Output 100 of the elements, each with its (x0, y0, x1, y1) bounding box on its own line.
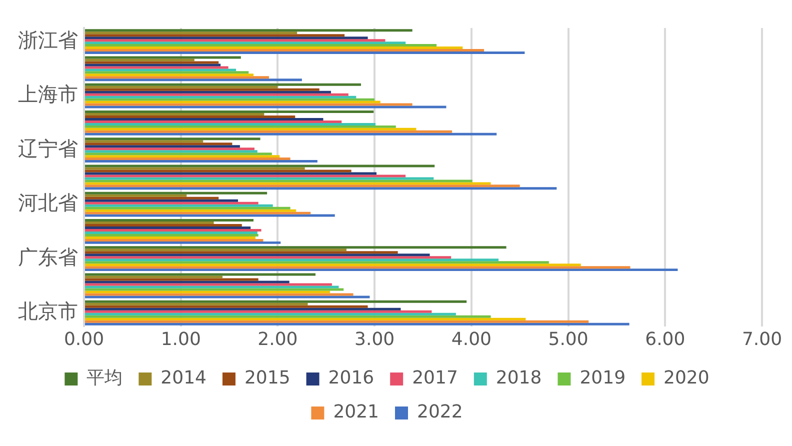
bar (85, 128, 416, 130)
bar (85, 58, 194, 62)
bar (85, 320, 589, 323)
bar (85, 251, 398, 254)
bar (85, 180, 472, 182)
bar (85, 132, 497, 136)
x-tick-label: 3.00 (354, 328, 395, 350)
bar (85, 254, 430, 256)
bar (85, 34, 345, 37)
bar (85, 88, 320, 91)
bar (85, 300, 467, 303)
legend-label: 2020 (664, 368, 710, 389)
x-tick-label: 1.00 (160, 328, 201, 350)
bar (85, 194, 187, 197)
bar (85, 204, 273, 207)
legend-label: 2018 (496, 368, 542, 389)
bar (85, 170, 352, 172)
bar (85, 224, 242, 226)
bar (85, 305, 368, 308)
bar (85, 106, 446, 108)
bar (85, 145, 240, 148)
legend-label: 2019 (580, 368, 626, 389)
bar (85, 46, 463, 50)
y-tick-label: 北京市 (18, 299, 78, 324)
legend-label: 2016 (328, 368, 374, 389)
bar (85, 115, 296, 118)
bar (85, 214, 335, 217)
bar (85, 150, 258, 153)
bar (85, 290, 330, 294)
legend-label: 平均 (86, 368, 123, 389)
y-tick-label: 河北省 (18, 190, 78, 215)
x-tick-label: 0.00 (64, 328, 104, 350)
bar (85, 318, 526, 320)
bar (85, 61, 219, 64)
x-tick-label: 2.00 (258, 328, 298, 350)
bar (85, 36, 368, 40)
bar (85, 226, 251, 229)
bar (85, 56, 241, 59)
bar (85, 246, 506, 249)
bar (85, 296, 370, 298)
bar (85, 86, 278, 88)
bar (85, 310, 432, 313)
bar (85, 64, 221, 66)
bar (85, 103, 412, 106)
bar (85, 140, 204, 143)
bar (85, 209, 296, 212)
bar (85, 231, 258, 234)
bar (85, 98, 375, 101)
bar (85, 187, 557, 190)
bar (85, 90, 331, 94)
bar (85, 177, 434, 180)
bar (85, 160, 318, 163)
bar (85, 184, 520, 188)
bar (85, 293, 354, 296)
bar (85, 152, 272, 156)
bar (85, 221, 214, 224)
x-tick-label: 7.00 (742, 328, 782, 350)
bar (85, 130, 452, 133)
bar (85, 283, 332, 286)
bar (85, 120, 342, 123)
bar (85, 142, 232, 146)
bar (85, 238, 264, 242)
bar (85, 202, 258, 204)
bar (85, 49, 484, 52)
bar (85, 83, 362, 86)
bar (85, 29, 412, 32)
bar (85, 196, 219, 200)
bar (85, 264, 581, 266)
bar (85, 112, 264, 116)
legend-label: 2015 (244, 368, 290, 389)
y-tick-label: 广东省 (18, 244, 78, 269)
bar (85, 158, 290, 160)
bar (85, 100, 380, 104)
bar (85, 192, 268, 194)
bar (85, 78, 302, 82)
bar (85, 234, 258, 236)
bar (85, 96, 356, 98)
bar (85, 93, 348, 96)
bar (85, 206, 290, 210)
bar (85, 218, 254, 222)
bar (85, 125, 396, 128)
bar (85, 164, 435, 168)
bar (85, 273, 316, 276)
bar (85, 39, 386, 42)
bar (85, 44, 437, 47)
bar (85, 199, 238, 202)
bar (85, 288, 344, 291)
bar (85, 148, 254, 150)
bar (85, 286, 339, 288)
bar (85, 315, 491, 318)
bar (85, 266, 630, 269)
bar (85, 212, 311, 214)
x-tick-label: 6.00 (645, 328, 686, 350)
bar (85, 122, 376, 126)
bar (85, 302, 308, 306)
bar (85, 276, 223, 278)
bar (85, 182, 491, 185)
y-tick-label: 上海市 (18, 82, 78, 106)
bar (85, 167, 305, 170)
y-tick-label: 辽宁省 (18, 136, 78, 160)
